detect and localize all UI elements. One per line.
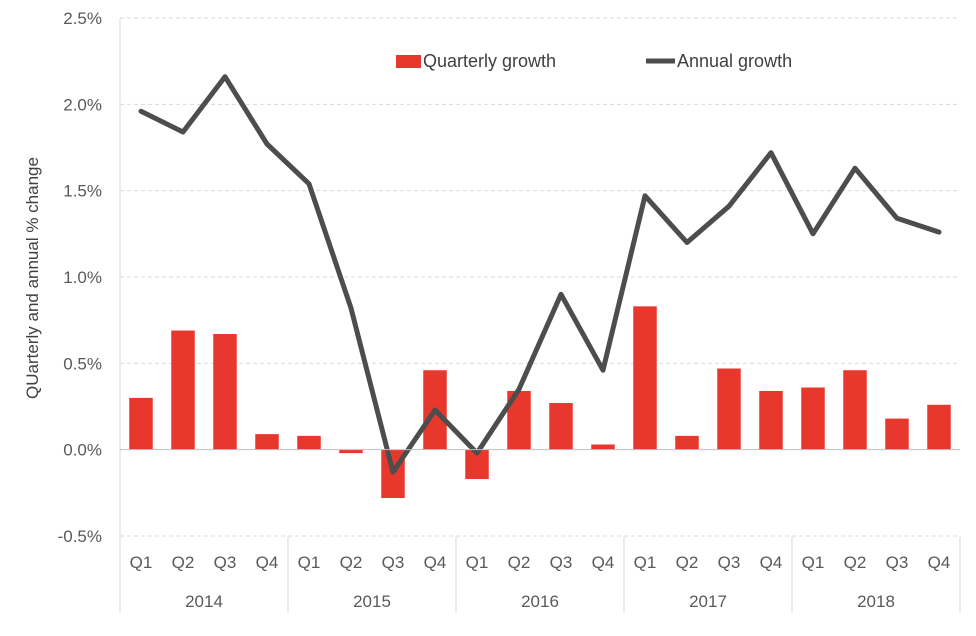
x-tick-label: Q4: [928, 553, 951, 572]
bar: [549, 403, 573, 450]
x-tick-label: Q3: [550, 553, 573, 572]
x-tick-label: Q3: [718, 553, 741, 572]
x-tick-label: Q3: [214, 553, 237, 572]
bar: [297, 435, 321, 450]
y-axis-label: QUarterly and annual % change: [23, 157, 42, 399]
bar: [507, 390, 531, 450]
y-tick-labels: -0.5% 0.0% 0.5% 1.0% 1.5% 2.0% 2.5%: [58, 9, 102, 546]
x-tick-label: Q2: [340, 553, 363, 572]
y-tick-label: 2.5%: [63, 9, 102, 28]
y-tick-label: -0.5%: [58, 527, 102, 546]
annual-growth-line: [138, 74, 942, 475]
year-label: 2014: [185, 592, 223, 611]
bar: [339, 449, 363, 454]
bar: [927, 404, 951, 450]
bar: [885, 418, 909, 450]
x-tick-label: Q2: [844, 553, 867, 572]
x-tick-label: Q4: [592, 553, 615, 572]
bar: [717, 368, 741, 450]
x-tick-label: Q2: [172, 553, 195, 572]
quarterly-growth-bars: [129, 306, 951, 499]
x-tick-label: Q4: [760, 553, 783, 572]
legend-swatch-quarterly: [396, 55, 421, 68]
bar: [591, 444, 615, 450]
bar: [843, 370, 867, 450]
y-tick-label: 1.5%: [63, 182, 102, 201]
x-tick-label: Q4: [424, 553, 447, 572]
y-tick-label: 2.0%: [63, 95, 102, 114]
legend: Quarterly growth Annual growth: [396, 51, 792, 71]
bar: [255, 434, 279, 450]
year-label: 2015: [353, 592, 391, 611]
x-tick-label: Q1: [802, 553, 825, 572]
x-tick-label: Q1: [298, 553, 321, 572]
bar: [759, 390, 783, 450]
year-group-labels: 2014 2015 2016 2017 2018: [119, 536, 961, 612]
y-tick-label: 1.0%: [63, 268, 102, 287]
x-tick-label: Q3: [382, 553, 405, 572]
bar: [213, 333, 237, 450]
legend-label-annual: Annual growth: [677, 51, 792, 71]
x-tick-label: Q1: [466, 553, 489, 572]
x-tick-label: Q2: [508, 553, 531, 572]
annual-growth-line-group: [138, 74, 942, 475]
x-tick-labels: Q1 Q2 Q3 Q4 Q1 Q2 Q3 Q4 Q1 Q2 Q3 Q4 Q1 Q2 Q3 Q4 Q1 Q2 Q3 Q4: [130, 553, 951, 572]
bar: [465, 449, 489, 480]
year-label: 2016: [521, 592, 559, 611]
year-label: 2018: [857, 592, 895, 611]
bar: [675, 435, 699, 450]
x-tick-label: Q2: [676, 553, 699, 572]
year-label: 2017: [689, 592, 727, 611]
bar: [129, 397, 153, 450]
x-tick-label: Q1: [634, 553, 657, 572]
axes: [119, 18, 960, 536]
bar: [171, 330, 195, 450]
x-tick-label: Q4: [256, 553, 279, 572]
x-tick-label: Q3: [886, 553, 909, 572]
gridlines: [120, 17, 960, 537]
y-tick-label: 0.5%: [63, 354, 102, 373]
y-tick-label: 0.0%: [63, 441, 102, 460]
x-tick-label: Q1: [130, 553, 153, 572]
bar: [633, 306, 657, 450]
bar: [801, 387, 825, 450]
legend-label-quarterly: Quarterly growth: [423, 51, 556, 71]
